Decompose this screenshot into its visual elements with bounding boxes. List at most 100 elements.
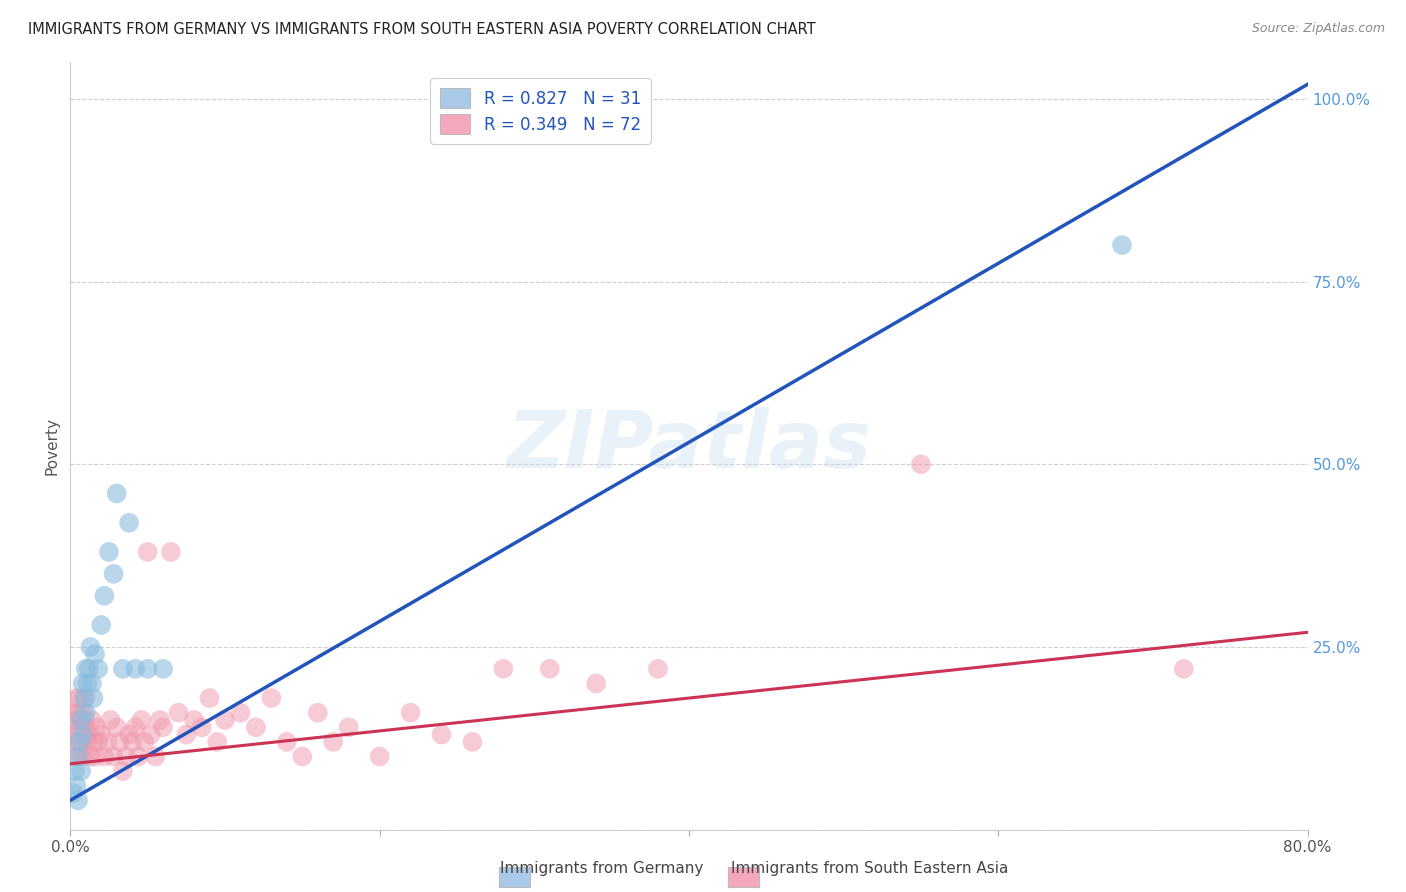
Point xyxy=(67,793,90,807)
Y-axis label: Poverty: Poverty xyxy=(44,417,59,475)
Point xyxy=(191,720,214,734)
Point xyxy=(291,749,314,764)
Point xyxy=(214,713,236,727)
Point xyxy=(70,713,93,727)
Point xyxy=(368,749,391,764)
Point xyxy=(152,720,174,734)
Point xyxy=(69,735,91,749)
Point xyxy=(73,749,96,764)
Point xyxy=(160,545,183,559)
Point xyxy=(198,691,221,706)
Point xyxy=(105,720,128,734)
Point xyxy=(111,764,134,778)
Point xyxy=(136,545,159,559)
Point xyxy=(910,457,932,471)
Text: ZIPatlas: ZIPatlas xyxy=(506,407,872,485)
Point xyxy=(65,779,87,793)
Point xyxy=(322,735,344,749)
Point xyxy=(90,728,112,742)
Point xyxy=(118,728,141,742)
Point xyxy=(67,749,90,764)
Point xyxy=(399,706,422,720)
Point xyxy=(1111,238,1133,252)
Point xyxy=(84,647,107,661)
Point xyxy=(60,713,83,727)
Point xyxy=(69,691,91,706)
Point xyxy=(65,720,87,734)
Point xyxy=(115,749,138,764)
Point xyxy=(111,662,134,676)
Point xyxy=(72,706,94,720)
Point xyxy=(63,764,86,778)
Point xyxy=(86,720,108,734)
Point xyxy=(174,728,197,742)
Point xyxy=(75,691,97,706)
Point xyxy=(70,764,93,778)
Point xyxy=(69,735,91,749)
Point xyxy=(1173,662,1195,676)
Point xyxy=(118,516,141,530)
Point xyxy=(100,713,122,727)
Point xyxy=(585,676,607,690)
Point xyxy=(62,786,84,800)
Point xyxy=(75,662,97,676)
Point xyxy=(67,706,90,720)
Point xyxy=(79,640,101,654)
Point xyxy=(79,749,101,764)
Point xyxy=(80,676,103,690)
Point xyxy=(62,735,84,749)
Point xyxy=(124,720,146,734)
Point xyxy=(260,691,283,706)
Point xyxy=(63,749,86,764)
Point xyxy=(82,691,105,706)
Point xyxy=(245,720,267,734)
Point xyxy=(77,728,100,742)
Point xyxy=(72,735,94,749)
Point xyxy=(139,728,162,742)
Point xyxy=(167,706,190,720)
Point xyxy=(131,713,153,727)
Point xyxy=(72,676,94,690)
Point xyxy=(93,589,115,603)
Point xyxy=(207,735,229,749)
Point xyxy=(229,706,252,720)
Point xyxy=(96,735,118,749)
Text: Source: ZipAtlas.com: Source: ZipAtlas.com xyxy=(1251,22,1385,36)
Point xyxy=(76,735,98,749)
Point xyxy=(276,735,298,749)
Legend: R = 0.827   N = 31, R = 0.349   N = 72: R = 0.827 N = 31, R = 0.349 N = 72 xyxy=(430,78,651,144)
Point xyxy=(105,486,128,500)
Point xyxy=(121,735,143,749)
Point xyxy=(75,720,97,734)
Point xyxy=(647,662,669,676)
Point xyxy=(87,662,110,676)
Point xyxy=(77,662,100,676)
Point xyxy=(98,545,120,559)
Point xyxy=(134,735,156,749)
Point xyxy=(70,720,93,734)
Text: Immigrants from Germany: Immigrants from Germany xyxy=(499,861,703,876)
Point xyxy=(93,749,115,764)
Point xyxy=(430,728,453,742)
Point xyxy=(461,735,484,749)
Point xyxy=(127,749,149,764)
Point xyxy=(63,706,86,720)
Point xyxy=(538,662,561,676)
Point xyxy=(84,749,107,764)
Point xyxy=(67,728,90,742)
Point xyxy=(152,662,174,676)
Point xyxy=(337,720,360,734)
Point xyxy=(103,749,125,764)
Point xyxy=(75,706,97,720)
Point xyxy=(70,749,93,764)
Point xyxy=(307,706,329,720)
Point xyxy=(65,691,87,706)
Point xyxy=(72,728,94,742)
Point xyxy=(145,749,166,764)
Point xyxy=(103,566,125,581)
Point xyxy=(76,676,98,690)
Point xyxy=(108,735,131,749)
Point xyxy=(80,713,103,727)
Point xyxy=(492,662,515,676)
Point xyxy=(136,662,159,676)
